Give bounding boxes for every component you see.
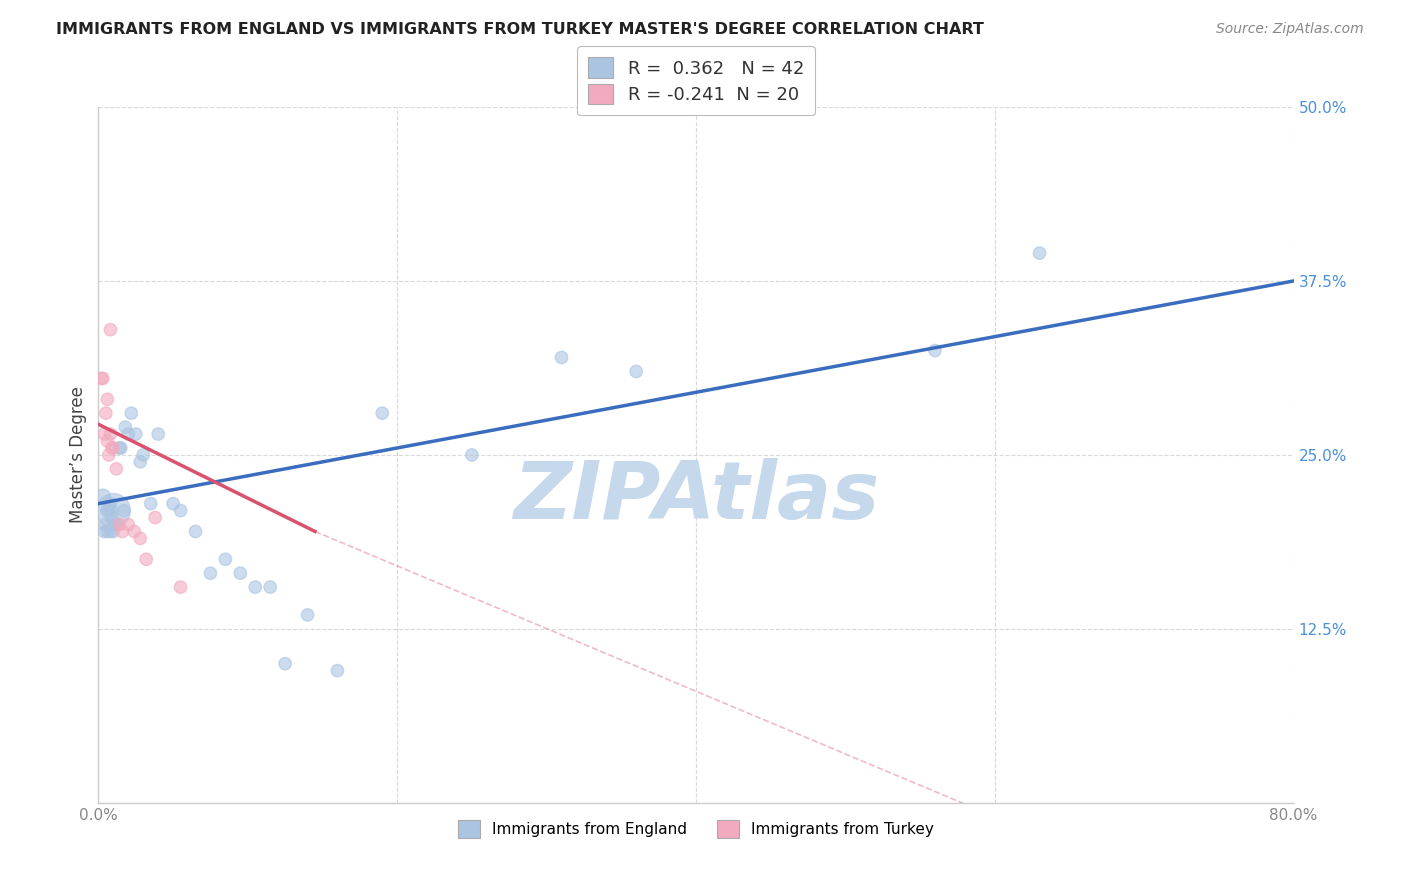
Point [96,524,118,539]
Point [97,503,120,517]
Point [94,406,117,420]
Point [139,497,162,511]
Point [111,524,134,539]
Point [105,517,128,532]
Point [90,371,112,385]
Point [94,517,117,532]
Point [98,497,122,511]
Point [924,343,946,358]
Point [229,566,252,581]
Point [103,441,125,455]
Point [169,503,191,517]
Point [461,448,484,462]
Point [93,524,115,539]
Point [101,510,124,524]
Point [98,427,122,442]
Point [326,664,349,678]
Point [105,462,128,476]
Point [169,580,191,594]
Point [120,406,142,420]
Point [125,427,148,442]
Point [101,441,124,455]
Point [200,566,222,581]
Point [129,532,152,546]
Point [135,552,157,566]
Point [93,427,115,442]
Point [550,351,572,365]
Text: Source: ZipAtlas.com: Source: ZipAtlas.com [1216,22,1364,37]
Point [112,503,135,517]
Point [103,503,125,517]
Point [117,427,139,442]
Point [124,524,146,539]
Point [98,524,122,539]
Point [148,427,170,442]
Point [214,552,236,566]
Point [96,392,118,407]
Point [129,455,152,469]
Point [274,657,297,671]
Point [108,441,131,455]
Point [371,406,394,420]
Point [91,371,114,385]
Point [245,580,267,594]
Text: IMMIGRANTS FROM ENGLAND VS IMMIGRANTS FROM TURKEY MASTER'S DEGREE CORRELATION CH: IMMIGRANTS FROM ENGLAND VS IMMIGRANTS FR… [56,22,984,37]
Point [96,503,118,517]
Text: ZIPAtlas: ZIPAtlas [513,458,879,536]
Point [97,448,120,462]
Point [297,607,319,622]
Point [132,448,155,462]
Point [101,503,124,517]
Point [96,434,118,448]
Point [91,490,114,504]
Point [104,517,127,532]
Point [259,580,281,594]
Point [108,517,131,532]
Legend: Immigrants from England, Immigrants from Turkey: Immigrants from England, Immigrants from… [453,814,939,844]
Point [162,497,184,511]
Point [114,420,136,434]
Point [98,323,122,337]
Point [184,524,207,539]
Point [143,510,166,524]
Point [103,524,125,539]
Point [110,441,132,455]
Point [117,517,139,532]
Point [1028,246,1050,260]
Y-axis label: Master’s Degree: Master’s Degree [69,386,87,524]
Point [626,364,648,378]
